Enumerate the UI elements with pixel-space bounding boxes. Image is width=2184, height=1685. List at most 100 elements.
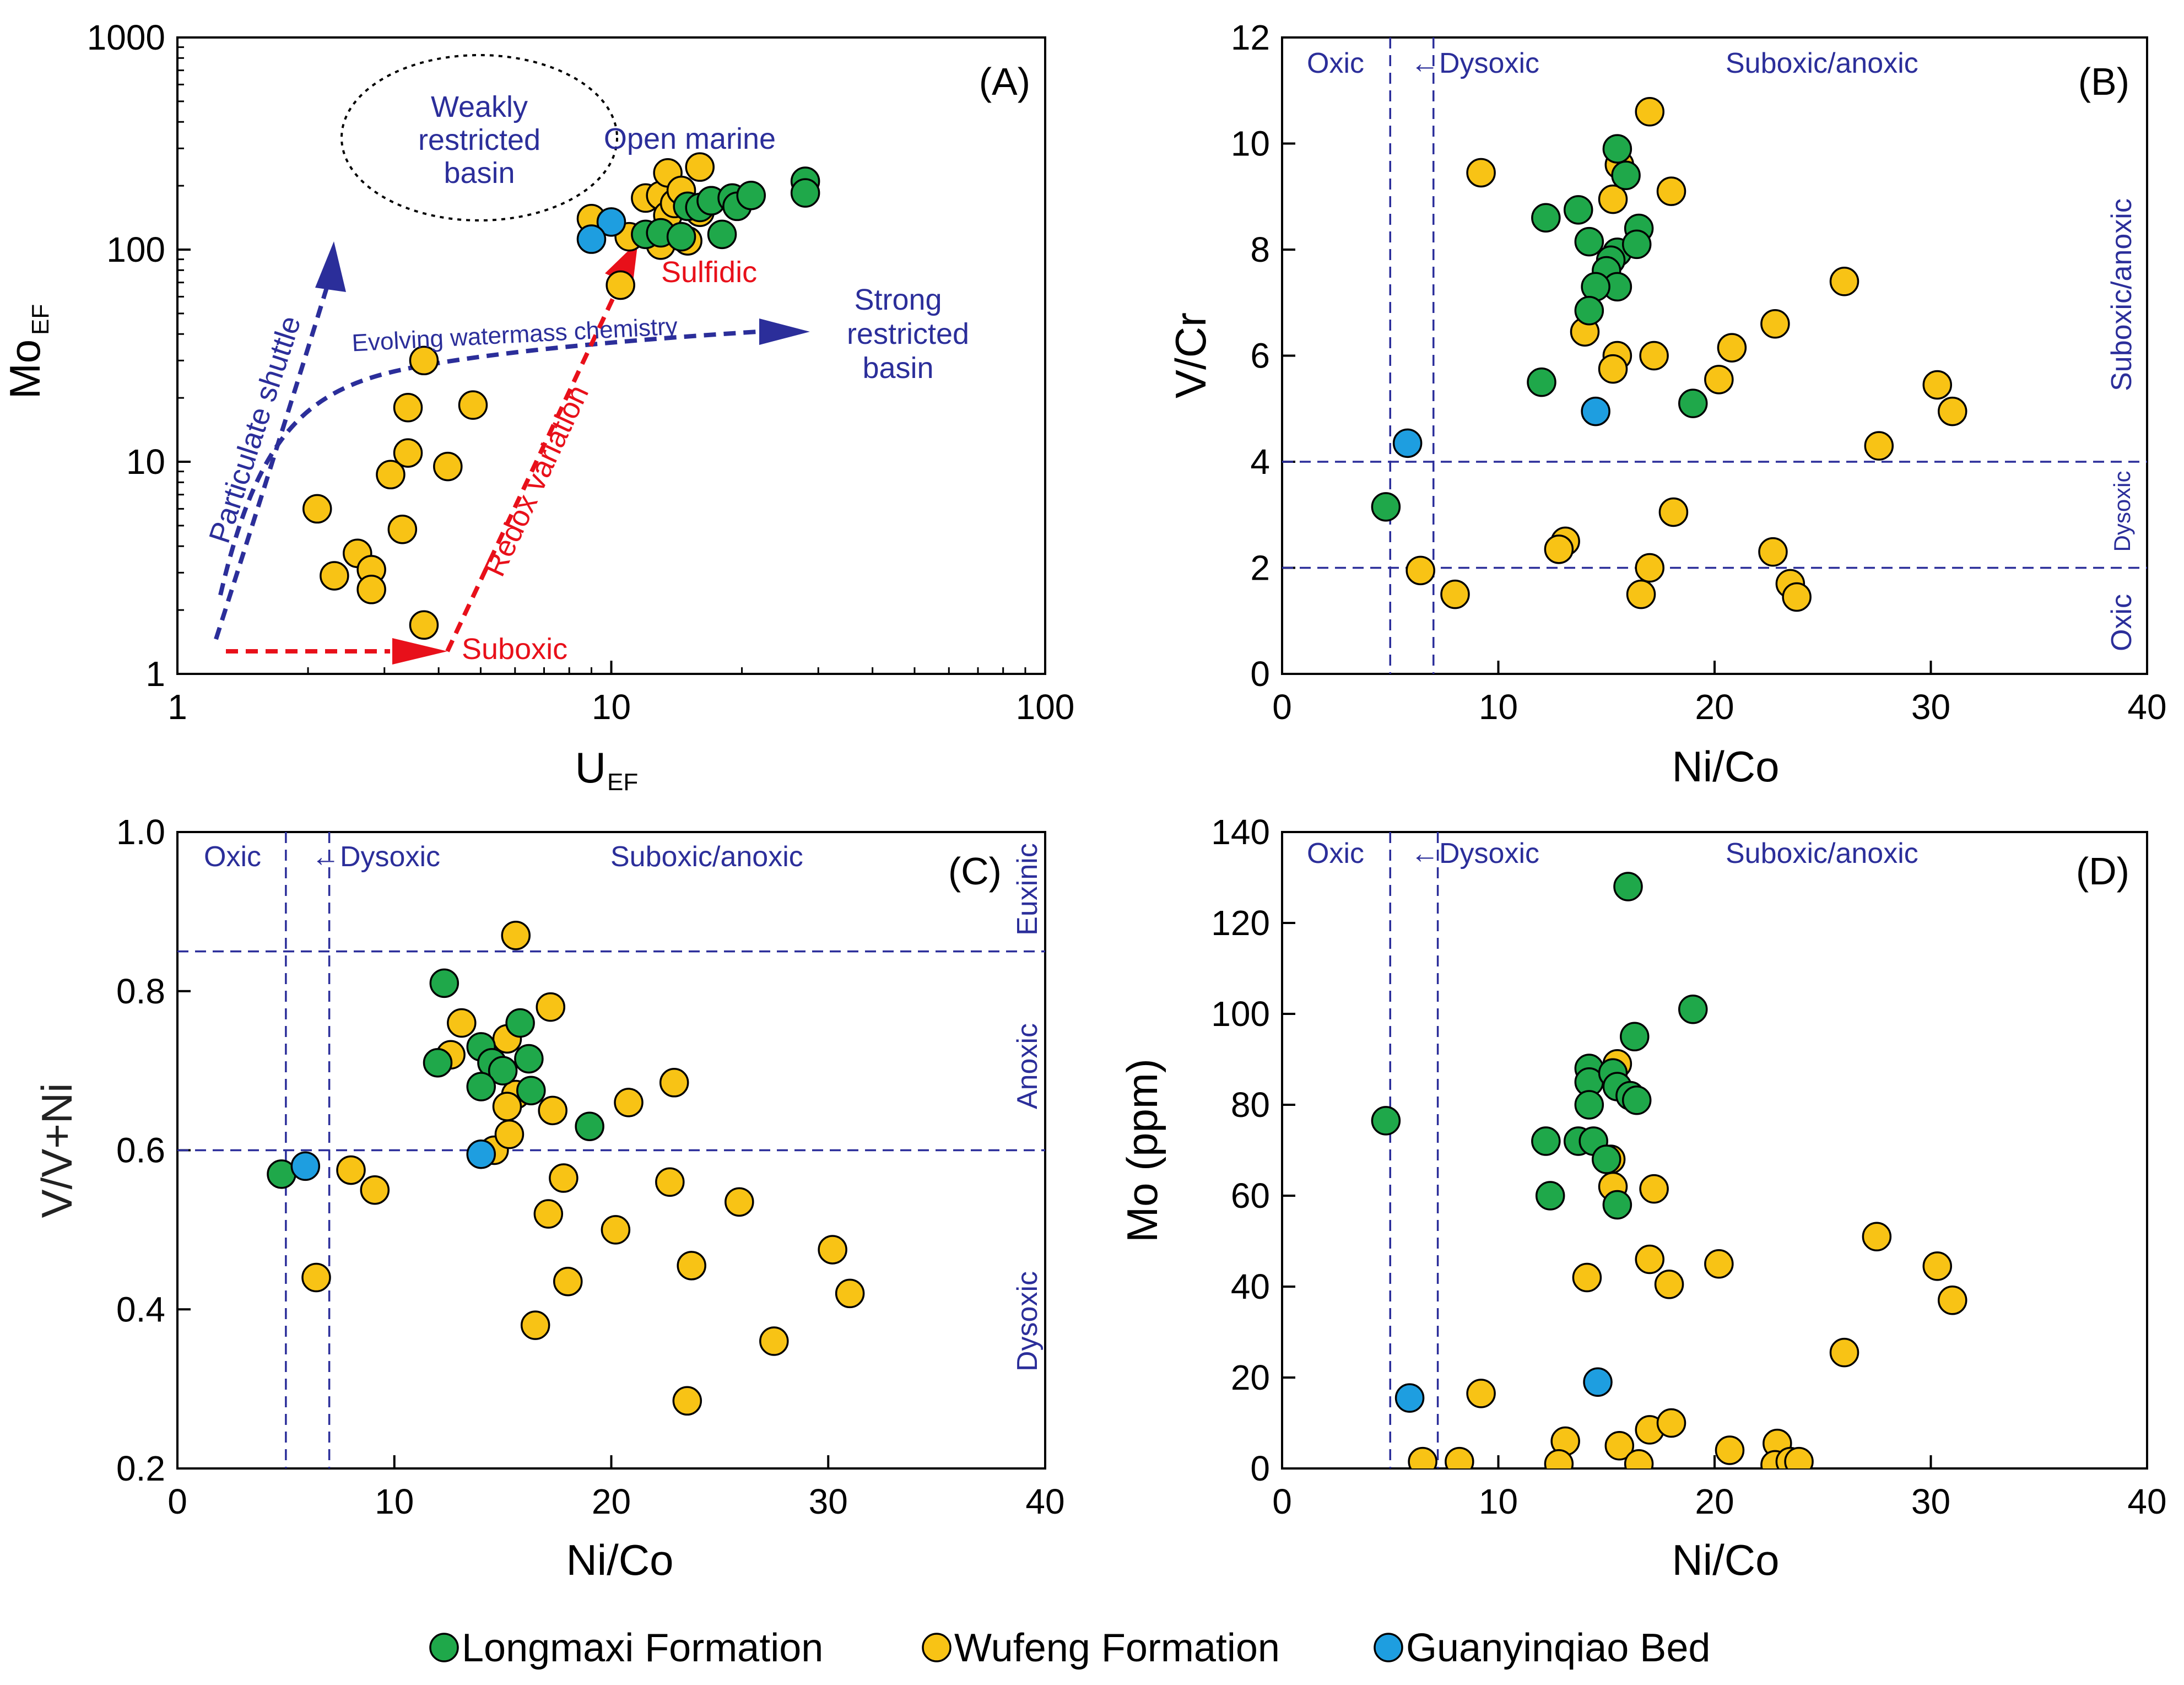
y-tick-label: 20 (1231, 1358, 1270, 1397)
x-tick-label: 10 (1479, 687, 1518, 727)
data-point-longmaxi-formation (1621, 1085, 1652, 1115)
legend-label-guanyinqiao: Guanyinqiao Bed (1406, 1626, 1710, 1670)
data-point-longmaxi-formation (1531, 1126, 1561, 1156)
data-point-wufeng-formation (1572, 1262, 1602, 1293)
data-point-longmaxi-formation (1527, 367, 1556, 397)
weakly-restricted-ellipse (340, 54, 618, 222)
y-tick-label: 0.8 (116, 971, 165, 1011)
data-point-wufeng-formation (1466, 158, 1496, 188)
data-point-guanyinqiao-bed (466, 1139, 496, 1169)
data-point-wufeng-formation (1715, 1435, 1745, 1465)
data-point-wufeng-formation (376, 460, 406, 490)
y-tick-label: 12 (1231, 18, 1270, 57)
y-tick-label: 1.0 (116, 812, 165, 852)
data-point-longmaxi-formation (516, 1076, 546, 1105)
y-tick-label: 2 (1250, 548, 1270, 588)
legend-marker-longmaxi (429, 1633, 459, 1662)
data-point-wufeng-formation (301, 1262, 331, 1293)
data-point-guanyinqiao-bed (576, 224, 607, 254)
data-point-wufeng-formation (393, 438, 423, 468)
data-point-longmaxi-formation (488, 1056, 518, 1085)
data-point-wufeng-formation (1639, 341, 1669, 371)
data-point-longmaxi-formation (1563, 195, 1593, 225)
data-point-wufeng-formation (387, 514, 418, 544)
data-point-longmaxi-formation (1620, 1022, 1650, 1051)
data-points (302, 152, 820, 640)
axis-ticks: 0 10 20 30 40 0.2 0.4 0.6 0.8 1.0 (116, 812, 1065, 1521)
x-tick-label: 20 (1695, 1482, 1734, 1521)
data-point-wufeng-formation (549, 1163, 579, 1193)
data-point-longmaxi-formation (575, 1111, 604, 1141)
x-axis-label-subscript: EF (607, 769, 638, 796)
data-point-longmaxi-formation (1574, 1090, 1604, 1120)
data-point-wufeng-formation (393, 392, 423, 423)
data-point-wufeng-formation (606, 270, 635, 300)
panel-a-mo-ef-vs-u-ef: 1 10 100 1 10 100 1000 (A) Weakly restricted b… (1, 18, 1074, 796)
zone-oxic: Oxic (204, 841, 261, 873)
data-point-longmaxi-formation (736, 180, 766, 210)
legend-marker-wufeng (922, 1633, 952, 1662)
legend: Longmaxi Formation Wufeng Formation Guan… (429, 1626, 1710, 1670)
data-point-wufeng-formation (1658, 497, 1689, 527)
data-point-wufeng-formation (835, 1278, 865, 1309)
y-tick-label: 40 (1231, 1267, 1270, 1306)
y-tick-label: 80 (1231, 1085, 1270, 1125)
suboxic-arrowhead (392, 638, 447, 665)
open-marine-label: Open marine (604, 122, 776, 155)
legend-label-longmaxi: Longmaxi Formation (462, 1626, 823, 1670)
data-point-guanyinqiao-bed (1581, 396, 1610, 426)
threshold-lines (177, 832, 1045, 1468)
data-point-wufeng-formation (1938, 1286, 1967, 1315)
zone-suboxic-anoxic: Suboxic/anoxic (1726, 838, 1918, 869)
x-tick-label: 30 (1911, 687, 1950, 727)
suboxic-label: Suboxic (462, 633, 567, 666)
x-tick-label: 30 (809, 1482, 848, 1521)
x-tick-label: 10 (592, 687, 631, 727)
x-tick-label: 40 (2127, 1482, 2166, 1521)
data-point-wufeng-formation (494, 1119, 525, 1149)
strong-restricted-line1: Strong (854, 283, 942, 316)
y-tick-label: 120 (1211, 903, 1270, 943)
data-point-wufeng-formation (1760, 309, 1790, 339)
data-point-wufeng-formation (1604, 1431, 1635, 1461)
data-point-wufeng-formation (1544, 1449, 1574, 1468)
data-point-wufeng-formation (409, 345, 439, 376)
data-point-wufeng-formation (336, 1155, 366, 1185)
panel-label: (A) (979, 60, 1030, 103)
data-point-wufeng-formation (1405, 555, 1435, 586)
zone-oxic: Oxic (1307, 838, 1364, 869)
data-point-wufeng-formation (1635, 97, 1664, 127)
redox-variation-path (445, 274, 626, 652)
data-point-wufeng-formation (614, 1088, 644, 1117)
zone-suboxic-anoxic: Suboxic/anoxic (1726, 47, 1918, 79)
y-tick-label: 4 (1250, 442, 1270, 482)
data-point-longmaxi-formation (1371, 1106, 1401, 1136)
data-point-longmaxi-formation (1678, 388, 1708, 418)
right-zone-dysoxic: Dysoxic (1012, 1271, 1044, 1371)
data-point-longmaxi-formation (429, 968, 459, 998)
data-point-longmaxi-formation (1678, 995, 1708, 1024)
y-tick-label: 1000 (87, 18, 165, 57)
data-point-wufeng-formation (1829, 267, 1859, 296)
x-axis-label: U (575, 743, 606, 792)
data-point-wufeng-formation (1598, 354, 1628, 384)
y-tick-label: 8 (1250, 230, 1270, 269)
panel-d-mo-vs-ni-co: 0 10 20 30 40 0 20 40 60 80 100 120 140 (D) Oxic ←Dy… (1118, 812, 2167, 1584)
data-point-guanyinqiao-bed (290, 1151, 321, 1181)
data-point-wufeng-formation (1656, 176, 1686, 206)
right-zone-suboxic-anoxic: Suboxic/anoxic (2106, 198, 2138, 391)
data-point-wufeng-formation (1717, 333, 1747, 363)
plot-frame (1281, 831, 2148, 1470)
data-point-wufeng-formation (447, 1008, 477, 1038)
y-tick-label: 0 (1250, 1449, 1270, 1488)
y-tick-label: 100 (106, 230, 165, 269)
x-tick-label: 30 (1911, 1482, 1950, 1521)
data-point-wufeng-formation (1862, 1222, 1892, 1251)
data-point-wufeng-formation (1445, 1446, 1474, 1468)
data-point-wufeng-formation (677, 1251, 706, 1281)
zone-suboxic-anoxic: Suboxic/anoxic (610, 841, 803, 873)
y-tick-label: 0.2 (116, 1449, 165, 1488)
data-point-wufeng-formation (1598, 184, 1628, 214)
data-point-wufeng-formation (1922, 1251, 1953, 1281)
